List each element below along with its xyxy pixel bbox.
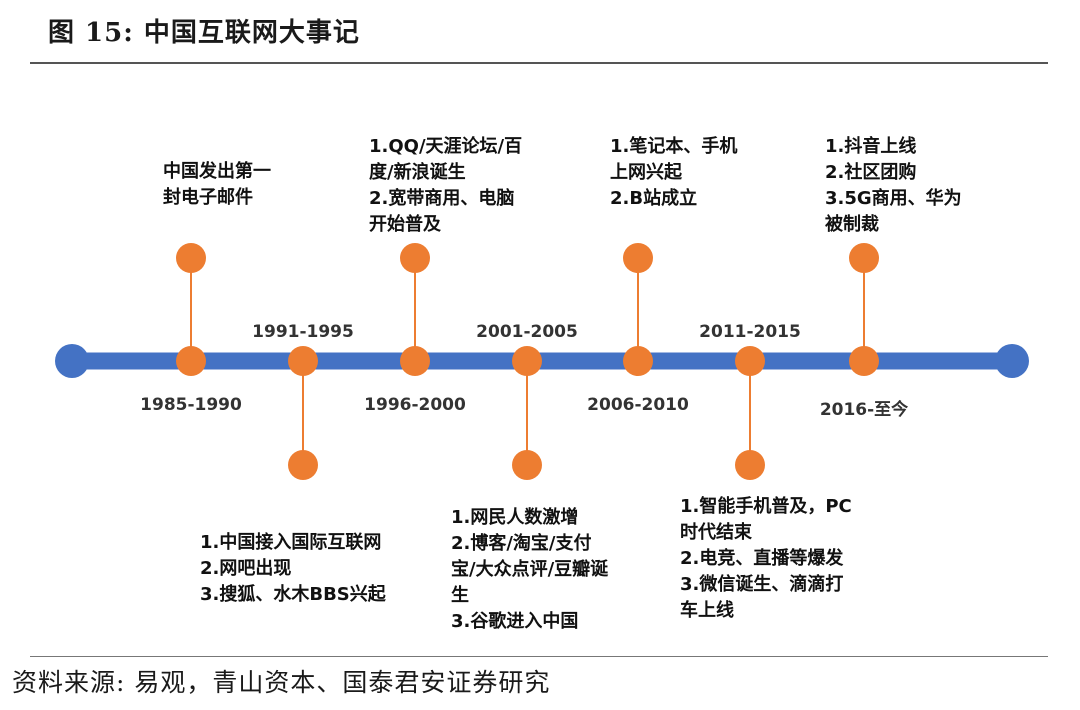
period-events: 中国发出第一 封电子邮件 [163,159,271,211]
event-node [623,243,653,273]
period-events: 1.智能手机普及，PC 时代结束 2.电竞、直播等爆发 3.微信诞生、滴滴打 车上线 [680,494,852,624]
event-line: 1.智能手机普及，PC [680,496,852,517]
period-events: 1.网民人数激增 2.博客/淘宝/支付 宝/大众点评/豆瓣诞生 3.谷歌进入中国 [451,505,608,635]
event-line: 被制裁 [825,214,879,235]
event-line: 车上线 [680,600,734,621]
event-line: 3.搜狐、水木BBS兴起 [200,584,386,605]
period-events: 1.中国接入国际互联网 2.网吧出现 3.搜狐、水木BBS兴起 [200,530,386,608]
event-node [288,450,318,480]
event-line: 1.网民人数激增 [451,507,579,528]
axis-start-cap [55,344,89,378]
event-node [849,243,879,273]
period-events: 1.抖音上线 2.社区团购 3.5G商用、华为 被制裁 [825,134,962,238]
axis-node [512,346,542,376]
event-node [176,243,206,273]
axis-node [623,346,653,376]
bottom-divider [30,656,1048,657]
period-events: 1.QQ/天涯论坛/百 度/新浪诞生 2.宽带商用、电脑 开始普及 [369,134,522,238]
period-year-label: 2001-2005 [476,322,578,342]
period-year-label: 1996-2000 [364,395,466,415]
axis-node [735,346,765,376]
source-note: 资料来源: 易观，青山资本、国泰君安证券研究 [12,668,551,697]
event-line: 封电子邮件 [163,187,253,208]
axis-node [176,346,206,376]
period-year-label: 2011-2015 [699,322,801,342]
figure-title: 图 15: 中国互联网大事记 [48,18,360,48]
period-year-label: 2006-2010 [587,395,689,415]
event-line: 度/新浪诞生 [369,162,466,183]
top-divider [30,62,1048,64]
event-node [735,450,765,480]
axis-node [288,346,318,376]
event-line: 2.宽带商用、电脑 [369,188,515,209]
event-line: 1.中国接入国际互联网 [200,532,382,553]
axis-node [849,346,879,376]
event-line: 2.电竞、直播等爆发 [680,548,844,569]
event-line: 开始普及 [369,214,441,235]
event-line: 2.网吧出现 [200,558,292,579]
event-line: 2.博客/淘宝/支付 [451,533,592,554]
event-node [400,243,430,273]
event-line: 2.社区团购 [825,162,917,183]
period-year-label: 2016-至今 [819,400,909,420]
event-line: 上网兴起 [610,162,682,183]
event-node [512,450,542,480]
event-line: 2.B站成立 [610,188,698,209]
period-year-label: 1991-1995 [252,322,354,342]
event-line: 宝/大众点评/豆瓣诞 [451,559,609,580]
event-line: 1.抖音上线 [825,136,917,157]
event-line: 时代结束 [680,522,752,543]
event-line: 3.微信诞生、滴滴打 [680,574,844,595]
period-year-label: 1985-1990 [140,395,242,415]
event-line: 1.笔记本、手机 [610,136,738,157]
axis-node [400,346,430,376]
axis-end-cap [995,344,1029,378]
event-line: 3.5G商用、华为 [825,188,962,209]
event-line: 1.QQ/天涯论坛/百 [369,136,523,157]
event-line: 生 [451,585,469,606]
period-events: 1.笔记本、手机 上网兴起 2.B站成立 [610,134,737,212]
event-line: 中国发出第一 [163,161,271,182]
event-line: 3.谷歌进入中国 [451,611,579,632]
